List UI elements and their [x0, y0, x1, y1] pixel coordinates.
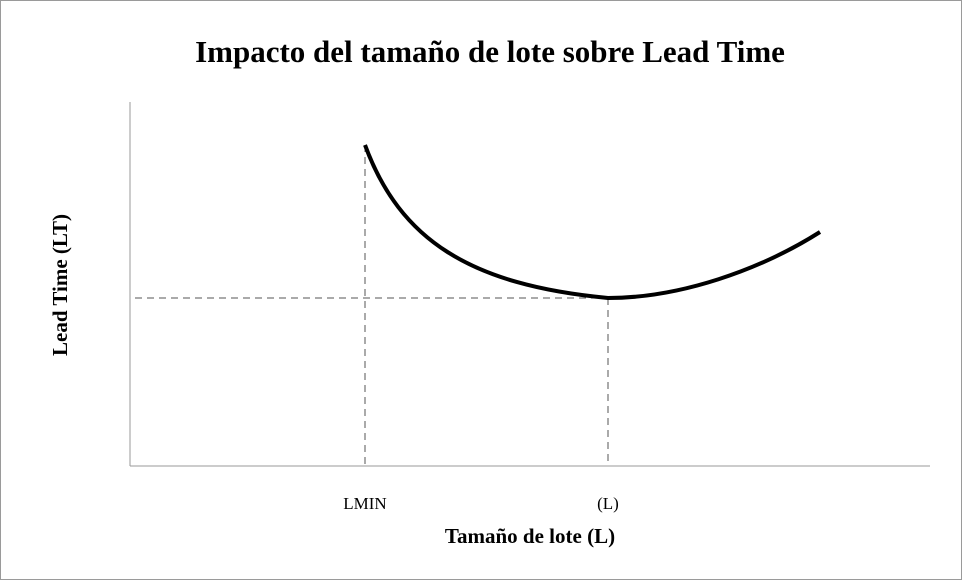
x-axis-label: Tamaño de lote (L): [445, 524, 615, 548]
title: Impacto del tamaño de lote sobre Lead Ti…: [195, 34, 785, 69]
marker-label: LMIN: [343, 494, 386, 513]
y-axis-label: Lead Time (LT): [48, 214, 72, 356]
marker-label: (L): [597, 494, 619, 513]
curve: [363, 144, 822, 301]
